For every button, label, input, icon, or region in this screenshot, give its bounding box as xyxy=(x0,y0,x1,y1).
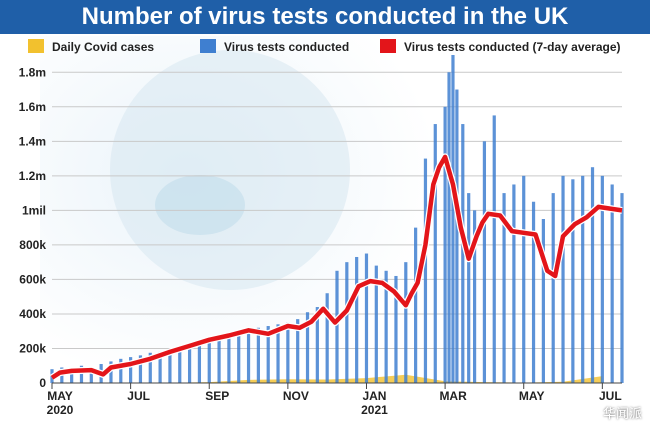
tests-bar xyxy=(325,293,329,383)
tests-bar xyxy=(129,357,133,383)
x-tick-label: JAN xyxy=(362,389,386,403)
tests-bar xyxy=(315,307,319,383)
tests-bar xyxy=(227,334,231,383)
tests-bar xyxy=(455,89,459,384)
y-tick-label: 200k xyxy=(19,341,46,355)
tests-bar xyxy=(335,270,339,383)
tests-bar xyxy=(451,55,455,383)
tests-bar xyxy=(600,175,604,383)
average-line xyxy=(50,154,623,380)
tests-bar xyxy=(217,336,221,383)
y-tick-label: 1.2m xyxy=(19,169,46,183)
x-tick-sublabel: 2020 xyxy=(47,403,74,417)
tests-bar xyxy=(158,351,162,383)
tests-bar xyxy=(620,193,624,383)
legend-swatch-tests xyxy=(200,39,216,53)
tests-bar xyxy=(276,324,280,383)
y-tick-label: 600k xyxy=(19,272,46,286)
tests-bar xyxy=(266,326,270,383)
tests-bar xyxy=(610,184,614,383)
y-tick-label: 1.4m xyxy=(19,134,46,148)
tests-bar xyxy=(70,368,74,383)
tests-bar xyxy=(531,201,536,383)
chart-title: Number of virus tests conducted in the U… xyxy=(0,0,650,34)
watermark: 华闻派 xyxy=(602,407,642,422)
tests-bar xyxy=(345,262,349,383)
tests-series xyxy=(50,55,624,384)
legend-label: Virus tests conducted xyxy=(224,40,349,54)
average-series xyxy=(50,153,623,381)
y-tick-label: 0 xyxy=(39,376,46,390)
x-tick-sublabel: 2021 xyxy=(361,403,388,417)
x-tick-label: NOV xyxy=(283,389,309,403)
tests-bar xyxy=(394,275,398,383)
y-tick-label: 1mil xyxy=(22,203,46,217)
tests-bar xyxy=(433,124,437,383)
legend-label: Daily Covid cases xyxy=(52,40,154,54)
tests-bar xyxy=(590,167,595,383)
tests-bar xyxy=(404,262,408,383)
tests-bar xyxy=(237,331,241,383)
x-tick-label: SEP xyxy=(205,389,229,403)
tests-bar xyxy=(187,343,192,383)
tests-bar xyxy=(541,219,545,383)
tests-bar xyxy=(197,339,202,383)
x-tick-label: MAY xyxy=(47,389,73,403)
tests-bar xyxy=(119,358,123,383)
tests-bar xyxy=(414,227,418,383)
tests-bar xyxy=(286,322,290,383)
tests-bar xyxy=(305,312,310,383)
tests-bar xyxy=(443,106,447,383)
tests-bar xyxy=(561,175,565,383)
y-axis: 0 200k 400k 600k 800k 1mil 1.2m 1.4m 1.6m 1.8m xyxy=(19,65,47,390)
tests-bar xyxy=(551,193,555,383)
tests-bar xyxy=(384,270,388,383)
tests-bar xyxy=(472,210,477,383)
tests-bar xyxy=(502,193,506,383)
tests-bar xyxy=(89,367,93,383)
background-photo-mask xyxy=(155,175,245,235)
y-tick-label: 800k xyxy=(19,238,46,252)
tests-bar xyxy=(178,346,182,383)
tests-bar xyxy=(207,338,211,383)
tests-bar xyxy=(461,124,465,383)
tests-bar xyxy=(296,319,300,383)
tests-bar xyxy=(148,352,152,383)
x-tick-label: MAY xyxy=(519,389,545,403)
legend-swatch-average xyxy=(380,39,396,53)
legend-label: Virus tests conducted (7-day average) xyxy=(404,40,621,54)
tests-bar xyxy=(355,256,359,383)
y-tick-label: 1.8m xyxy=(19,65,46,79)
tests-bar xyxy=(423,158,428,383)
legend-swatch-cases xyxy=(28,39,44,53)
tests-bar xyxy=(256,327,260,383)
legend: Daily Covid cases Virus tests conducted Vi… xyxy=(28,39,621,54)
tests-bar xyxy=(374,265,378,383)
tests-bar xyxy=(168,348,172,383)
tests-bar xyxy=(522,175,526,383)
tests-bar xyxy=(467,193,471,383)
tests-bar xyxy=(492,115,496,383)
tests-bar xyxy=(364,253,369,383)
tests-bar xyxy=(138,355,143,383)
y-tick-label: 400k xyxy=(19,307,46,321)
tests-bar xyxy=(512,184,516,383)
x-tick-label: JUL xyxy=(127,389,150,403)
tests-bar xyxy=(581,175,585,383)
tests-bar xyxy=(571,179,575,383)
tests-bar xyxy=(109,361,113,383)
tests-bar xyxy=(482,141,487,383)
background-photo-figure xyxy=(110,50,350,290)
y-tick-label: 1.6m xyxy=(19,100,46,114)
x-tick-label: JUL xyxy=(599,389,622,403)
tests-bar xyxy=(79,365,84,383)
x-tick-label: MAR xyxy=(439,389,467,403)
tests-bar xyxy=(246,329,251,383)
tests-bar xyxy=(447,72,451,384)
